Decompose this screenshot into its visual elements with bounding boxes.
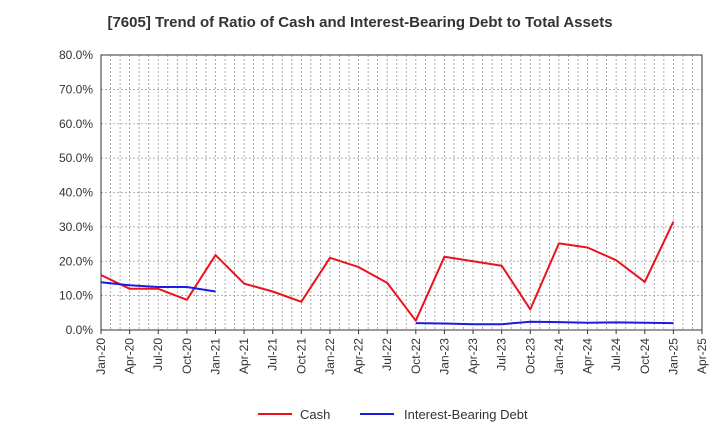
x-tick-label: Oct-21 <box>294 338 308 374</box>
y-tick-label: 70.0% <box>59 82 93 96</box>
x-tick-label: Apr-21 <box>237 338 251 374</box>
legend-label: Interest-Bearing Debt <box>404 407 528 422</box>
x-tick-label: Jul-23 <box>495 338 509 371</box>
x-tick-label: Jul-21 <box>266 338 280 371</box>
x-tick-label: Apr-20 <box>123 338 137 374</box>
x-tick-label: Oct-24 <box>638 338 652 374</box>
x-tick-label: Apr-22 <box>352 338 366 374</box>
x-tick-label: Jan-23 <box>437 338 451 375</box>
y-tick-label: 20.0% <box>59 254 93 268</box>
y-tick-label: 50.0% <box>59 151 93 165</box>
x-tick-label: Apr-25 <box>695 338 709 374</box>
x-tick-label: Jan-24 <box>552 338 566 375</box>
x-tick-label: Oct-23 <box>523 338 537 374</box>
x-tick-label: Jan-21 <box>208 338 222 375</box>
y-tick-label: 0.0% <box>66 323 94 337</box>
x-tick-label: Jan-20 <box>94 338 108 375</box>
x-tick-label: Apr-23 <box>466 338 480 374</box>
plot-frame <box>100 54 703 331</box>
y-tick-label: 40.0% <box>59 186 93 200</box>
y-tick-label: 80.0% <box>59 48 93 62</box>
y-tick-label: 30.0% <box>59 220 93 234</box>
x-tick-label: Jan-25 <box>666 338 680 375</box>
x-tick-label: Oct-22 <box>409 338 423 374</box>
x-tick-label: Jul-24 <box>609 338 623 371</box>
x-tick-label: Oct-20 <box>180 338 194 374</box>
series-line-debt <box>415 320 674 326</box>
x-tick-label: Jan-22 <box>323 338 337 375</box>
y-tick-label: 60.0% <box>59 117 93 131</box>
x-tick-label: Apr-24 <box>581 338 595 374</box>
y-tick-label: 10.0% <box>59 289 93 303</box>
chart-title: [7605] Trend of Ratio of Cash and Intere… <box>107 14 613 31</box>
x-tick-label: Jul-22 <box>380 338 394 371</box>
x-tick-label: Jul-20 <box>151 338 165 371</box>
legend-label: Cash <box>300 407 330 422</box>
